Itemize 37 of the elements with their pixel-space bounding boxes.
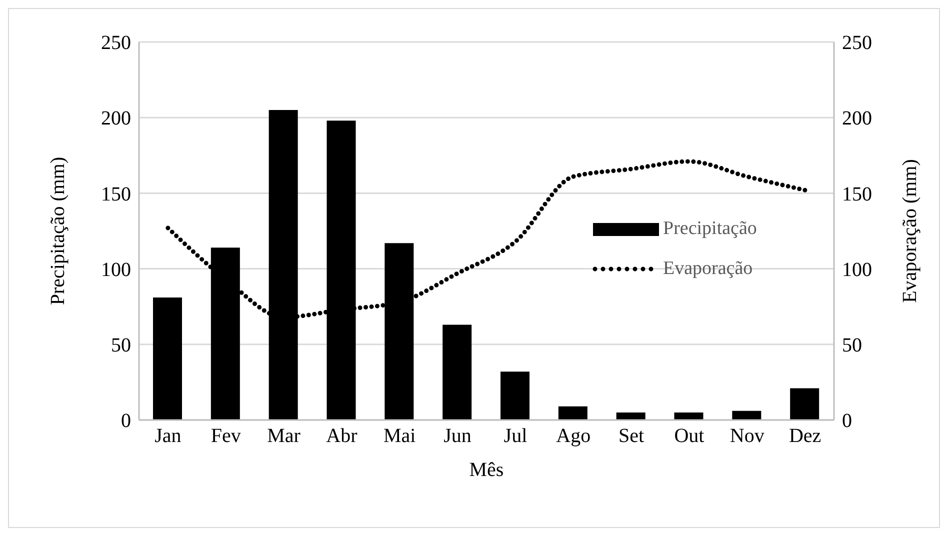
- bar: [153, 298, 182, 420]
- bar: [616, 412, 646, 420]
- x-tick-label: Mar: [267, 425, 301, 448]
- x-tick-label: Set: [618, 425, 645, 448]
- y2-tick-label: 0: [842, 410, 852, 432]
- y-tick-label: 0: [121, 410, 131, 432]
- bar: [442, 324, 472, 420]
- x-tick-label: Dez: [788, 425, 822, 448]
- y2-tick-label: 250: [842, 32, 872, 54]
- y2-tick-label: 200: [842, 108, 872, 130]
- x-tick-label: Out: [674, 425, 705, 448]
- y-tick-label: 150: [101, 183, 131, 206]
- x-tick-label: Jan: [154, 425, 182, 448]
- y2-tick-label: 50: [842, 334, 862, 356]
- y-tick-label: 200: [101, 108, 131, 130]
- y-tick-label: 50: [111, 334, 131, 356]
- x-tick-label: Fev: [210, 425, 241, 448]
- legend-label: Evaporação: [663, 258, 753, 280]
- x-tick-label: Abr: [326, 425, 358, 448]
- y2-axis-title: Evaporação (mm): [899, 159, 922, 303]
- y-tick-label: 100: [101, 258, 131, 281]
- x-tick-label: Jul: [504, 425, 528, 448]
- y2-tick-label: 100: [842, 258, 872, 281]
- x-tick-label: Ago: [556, 425, 591, 448]
- bar: [732, 410, 762, 420]
- y2-tick-label: 150: [842, 183, 872, 206]
- legend-label: Precipitação: [663, 218, 757, 240]
- x-tick-label: Nov: [730, 425, 764, 448]
- x-tick-label: Jun: [444, 425, 472, 448]
- y-axis-title: Precipitação (mm): [47, 156, 70, 306]
- bar: [558, 406, 588, 420]
- bar: [500, 372, 530, 420]
- x-tick-label: Mai: [384, 425, 416, 448]
- y-tick-label: 250: [101, 32, 131, 54]
- x-axis-title: Mês: [469, 459, 504, 481]
- bar: [674, 412, 704, 420]
- bar: [790, 388, 820, 420]
